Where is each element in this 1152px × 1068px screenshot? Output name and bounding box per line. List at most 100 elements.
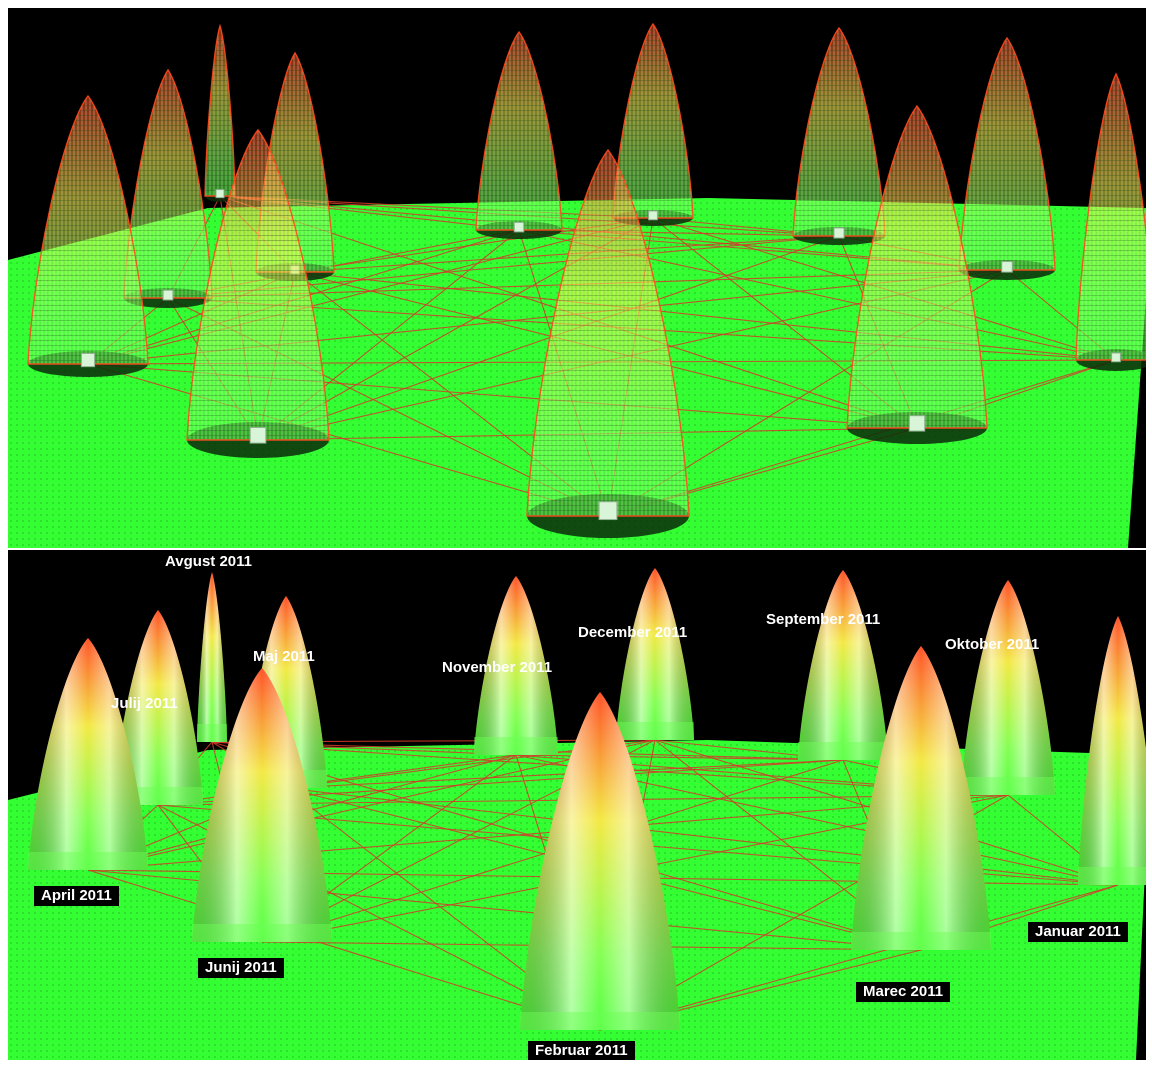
- link-line: [518, 229, 840, 237]
- peak-wire-mesh: [28, 96, 148, 364]
- peak-outline: [123, 68, 213, 299]
- peak-outline: [475, 30, 563, 231]
- peak-september: [798, 570, 888, 760]
- node-cube: [598, 501, 618, 521]
- peak-highlight: [616, 568, 694, 740]
- month-label-april: April 2011: [34, 886, 119, 906]
- peak-wire-mesh: [527, 150, 689, 516]
- peak-outline: [186, 128, 330, 441]
- node-cube: [833, 227, 845, 239]
- link-line: [87, 363, 609, 517]
- link-line: [285, 759, 844, 789]
- peak-oktober: [958, 36, 1056, 280]
- link-line: [87, 217, 654, 365]
- peak-outline: [526, 148, 690, 517]
- month-label-avgust: Avgust 2011: [165, 553, 252, 570]
- peak-marec: [851, 646, 991, 950]
- wireframe-scene: [8, 22, 1146, 548]
- peak-oktober: [961, 580, 1055, 795]
- node-cube: [513, 221, 525, 233]
- peak-outline: [27, 94, 149, 365]
- peak-highlight: [961, 580, 1055, 795]
- node-cube: [162, 289, 174, 301]
- peak-highlight: [113, 610, 203, 805]
- node-cube: [1001, 261, 1013, 273]
- peak-wire-mesh: [205, 26, 235, 196]
- peak-avgust: [204, 23, 236, 202]
- node-cube: [215, 189, 225, 199]
- peak-base-fringe: [474, 737, 558, 755]
- peak-februar: [520, 692, 680, 1030]
- peak-outline: [846, 104, 988, 429]
- peak-outline: [612, 22, 694, 219]
- peak-wire-mesh: [959, 38, 1055, 270]
- peak-november: [475, 30, 563, 239]
- peak-base-fringe: [851, 932, 991, 950]
- month-label-maj: Maj 2011: [253, 648, 315, 665]
- node-cube: [908, 415, 926, 432]
- month-label-marec: Marec 2011: [856, 982, 951, 1002]
- link-line: [607, 359, 1117, 517]
- link-line: [87, 869, 601, 1031]
- peak-base-fringe: [197, 724, 227, 742]
- peak-julij: [123, 68, 213, 308]
- peak-wire-mesh: [613, 24, 693, 218]
- peak-highlight: [474, 576, 558, 755]
- peak-avgust: [197, 572, 227, 742]
- peak-base-fringe: [616, 722, 694, 740]
- month-label-november: November 2011: [442, 659, 553, 676]
- month-label-februar: Februar 2011: [528, 1041, 635, 1060]
- link-line: [599, 884, 1119, 1031]
- month-label-december: December 2011: [578, 624, 688, 641]
- peak-base-fringe: [28, 852, 148, 870]
- month-label-julij: Julij 2011: [111, 695, 178, 712]
- peak-januar: [1078, 616, 1146, 885]
- peak-wire-mesh: [1076, 74, 1146, 360]
- peak-januar: [1075, 72, 1146, 371]
- peak-wire-mesh: [124, 70, 212, 298]
- peak-highlight: [28, 638, 148, 870]
- peak-highlight: [520, 692, 680, 1030]
- peak-highlight: [851, 646, 991, 950]
- peak-base-fringe: [961, 777, 1055, 795]
- peak-wire-mesh: [476, 32, 562, 230]
- node-cube: [80, 352, 96, 368]
- peak-april: [27, 94, 149, 377]
- peak-highlight: [192, 668, 332, 942]
- month-label-september: September 2011: [766, 611, 881, 628]
- link-line: [294, 235, 840, 273]
- solid-scene: [8, 568, 1146, 1060]
- peak-base-fringe: [798, 742, 888, 760]
- peak-outline: [958, 36, 1056, 271]
- node-cube: [648, 210, 658, 221]
- peak-highlight: [1078, 616, 1146, 885]
- month-label-junij: Junij 2011: [198, 958, 284, 978]
- peak-outline: [792, 26, 886, 237]
- link-line: [87, 739, 656, 871]
- peak-wire-mesh: [847, 106, 987, 428]
- peak-junij: [186, 128, 330, 458]
- peak-februar: [526, 148, 690, 538]
- month-label-januar: Januar 2011: [1028, 922, 1128, 942]
- peak-december: [616, 568, 694, 740]
- peak-base-fringe: [520, 1012, 680, 1030]
- peak-wire-mesh: [793, 28, 885, 236]
- month-label-oktober: Oktober 2011: [945, 636, 1040, 653]
- link-line: [515, 754, 844, 761]
- peak-highlight: [197, 572, 227, 742]
- node-cube: [249, 427, 267, 444]
- peak-highlight: [798, 570, 888, 760]
- peak-marec: [846, 104, 988, 444]
- peak-base-fringe: [1078, 867, 1146, 885]
- solid-scene-panel: Avgust 2011 Julij 2011 Maj 2011 April 20…: [8, 550, 1146, 1060]
- peak-base-fringe: [192, 924, 332, 942]
- link-line: [257, 235, 840, 441]
- peak-outline: [204, 23, 236, 197]
- peak-wire-mesh: [187, 130, 329, 440]
- peak-outline: [1075, 72, 1146, 361]
- node-cube: [1111, 352, 1121, 363]
- peak-junij: [192, 668, 332, 942]
- peak-april: [28, 638, 148, 870]
- peak-september: [792, 26, 886, 245]
- peak-november: [474, 576, 558, 755]
